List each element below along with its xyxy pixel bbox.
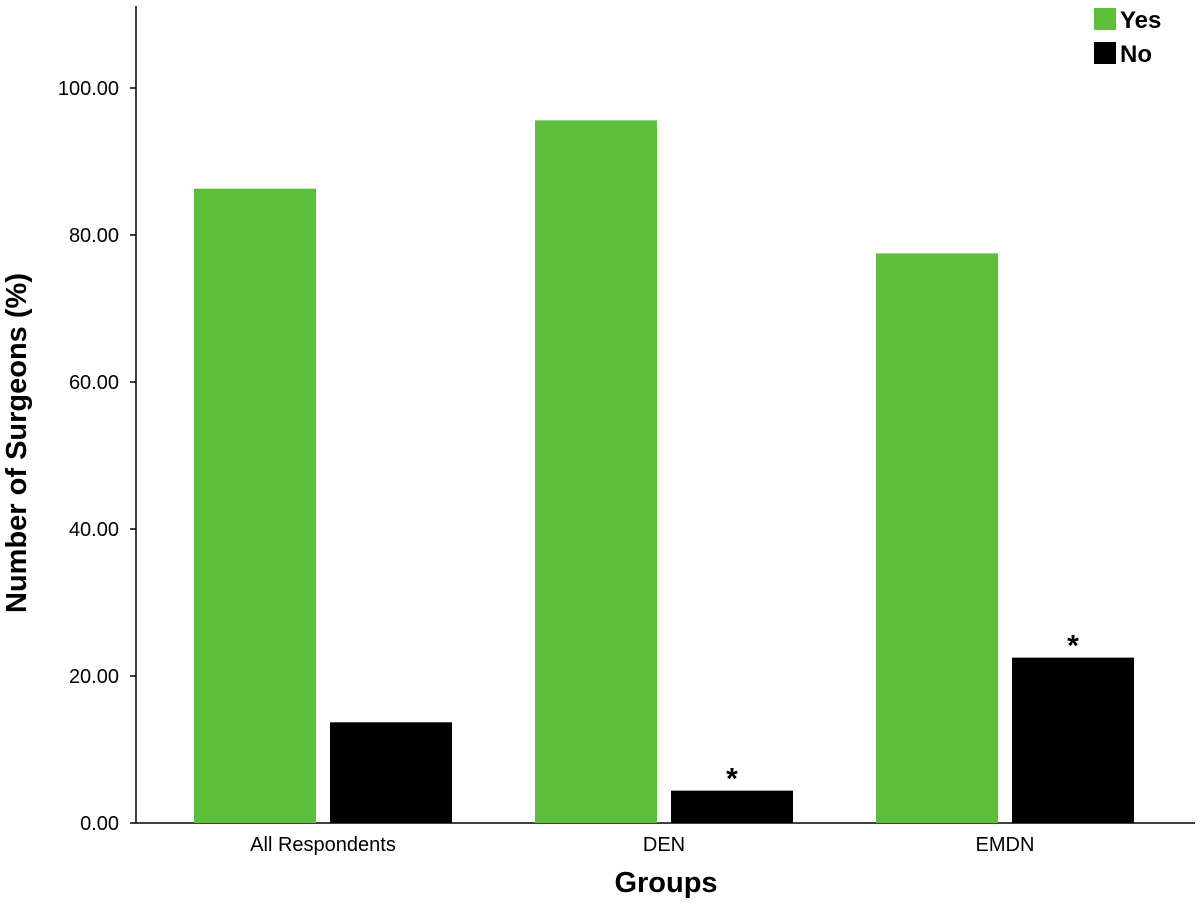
x-tick-label: DEN xyxy=(643,834,685,856)
bar-no-0 xyxy=(330,722,452,823)
significance-marker: * xyxy=(726,763,738,796)
y-tick-label: 0.00 xyxy=(80,813,119,835)
x-axis-title: Groups xyxy=(614,867,717,899)
legend: Yes No xyxy=(1094,7,1161,68)
y-ticks: 0.00 20.00 40.00 60.00 80.00 100.00 xyxy=(58,78,136,835)
significance-marker: * xyxy=(1067,630,1079,663)
bar-yes-0 xyxy=(194,188,316,823)
annotations: ** xyxy=(726,630,1079,796)
legend-label-yes: Yes xyxy=(1120,7,1161,34)
x-tick-label: EMDN xyxy=(976,834,1035,856)
y-tick-label: 100.00 xyxy=(58,78,119,100)
legend-swatch-no xyxy=(1094,42,1116,64)
legend-label-no: No xyxy=(1120,41,1152,68)
bars xyxy=(194,120,1134,824)
y-tick-label: 80.00 xyxy=(69,225,119,247)
y-tick-label: 60.00 xyxy=(69,372,119,394)
y-tick-label: 40.00 xyxy=(69,519,119,541)
y-tick-label: 20.00 xyxy=(69,666,119,688)
x-tick-label: All Respondents xyxy=(250,834,396,856)
bar-no-2 xyxy=(1012,657,1134,823)
x-tick-labels: All Respondents DEN EMDN xyxy=(250,834,1034,856)
bar-yes-1 xyxy=(535,120,657,824)
y-axis-title: Number of Surgeons (%) xyxy=(1,273,33,613)
legend-swatch-yes xyxy=(1094,8,1116,30)
bar-no-1 xyxy=(671,790,793,823)
bar-yes-2 xyxy=(876,253,998,823)
